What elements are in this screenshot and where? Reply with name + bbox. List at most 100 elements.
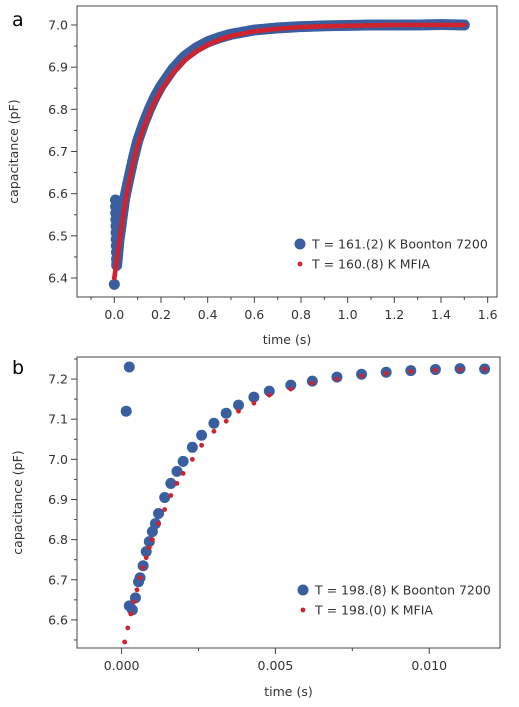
data-point xyxy=(211,428,217,434)
data-point xyxy=(208,417,220,429)
x-tick-label: 1.4 xyxy=(431,307,451,322)
y-axis-label: capacitance (pF) xyxy=(10,450,25,554)
x-tick-label: 0.010 xyxy=(411,658,447,673)
data-point xyxy=(433,367,438,373)
y-tick-label: 7.0 xyxy=(48,452,68,467)
x-tick-label: 0.8 xyxy=(291,307,311,322)
data-point xyxy=(251,400,257,406)
data-point-fill xyxy=(122,204,127,209)
data-point xyxy=(288,386,294,392)
y-tick-label: 6.9 xyxy=(48,492,68,507)
data-point-fill xyxy=(436,22,442,28)
y-axis: 6.4 6.5 6.6 6.7 6.8 6.9 7.0 xyxy=(48,17,77,286)
legend-entry: T = 161.(2) K Boonton 7200 xyxy=(311,237,488,252)
y-axis-label: capacitance (pF) xyxy=(6,99,21,203)
data-point-fill xyxy=(130,163,135,169)
x-tick-label: 1.0 xyxy=(338,307,358,322)
x-axis-label: time (s) xyxy=(263,332,311,347)
data-point-fill xyxy=(249,29,255,35)
data-point xyxy=(457,367,463,372)
x-tick-label: 1.2 xyxy=(384,307,404,322)
data-point-fill xyxy=(366,23,372,28)
legend-entry: T = 160.(8) K MFIA xyxy=(311,257,430,272)
data-point xyxy=(162,507,168,512)
data-point xyxy=(125,625,131,631)
legend-entry: T = 198.(0) K MFIA xyxy=(314,603,433,618)
data-point xyxy=(236,408,241,414)
data-point xyxy=(137,575,143,581)
data-point xyxy=(383,371,389,376)
data-point xyxy=(359,373,364,379)
x-tick-label: 0.0 xyxy=(104,307,124,322)
y-tick-label: 6.7 xyxy=(48,144,68,159)
data-point xyxy=(309,380,315,386)
x-tick-label: 0.000 xyxy=(104,658,140,673)
y-tick-label: 7.1 xyxy=(48,412,68,427)
data-point xyxy=(149,518,161,530)
plot-frame xyxy=(76,356,501,649)
legend-marker xyxy=(297,584,309,596)
legend: T = 161.(2) K Boonton 7200 T = 160.(8) K … xyxy=(294,237,488,272)
data-point xyxy=(120,405,132,417)
y-tick-label: 6.8 xyxy=(48,532,68,547)
data-point xyxy=(189,456,195,462)
series-mfia xyxy=(122,366,488,645)
y-tick-label: 6.8 xyxy=(48,102,68,117)
panel-label: b xyxy=(12,357,24,379)
data-point xyxy=(171,465,183,477)
x-axis: 0.0 0.2 0.4 0.6 0.8 1.0 1.2 1.4 1.6 xyxy=(90,297,498,322)
data-point xyxy=(143,555,149,561)
data-point xyxy=(156,521,161,526)
data-point xyxy=(482,366,488,372)
data-point xyxy=(168,493,174,498)
data-point xyxy=(199,442,204,448)
x-tick-label: 0.2 xyxy=(151,307,171,322)
data-point xyxy=(122,639,128,645)
panel-a: a 0.0 0.2 0.4 0.6 0.8 1.0 1.2 1.4 1.6 6.4 6.5 6.6 6.7… xyxy=(6,5,498,347)
data-point xyxy=(149,537,155,543)
data-point xyxy=(223,418,229,424)
legend-entry: T = 198.(8) K Boonton 7200 xyxy=(314,583,491,598)
y-axis: 6.6 6.7 6.8 6.9 7.0 7.1 7.2 xyxy=(48,358,77,641)
panel-label: a xyxy=(12,9,24,31)
data-point xyxy=(123,361,135,373)
data-point xyxy=(186,441,198,453)
data-point xyxy=(153,508,165,520)
legend: T = 198.(8) K Boonton 7200 T = 198.(0) K … xyxy=(297,583,491,618)
data-point xyxy=(285,379,297,391)
data-point xyxy=(146,545,152,551)
data-point xyxy=(165,477,177,489)
x-tick-label: 0.4 xyxy=(198,307,218,322)
data-point-fill xyxy=(296,24,302,30)
series-mfia xyxy=(111,22,467,281)
data-point xyxy=(159,491,171,503)
y-tick-label: 6.6 xyxy=(48,186,68,201)
y-tick-label: 6.7 xyxy=(48,572,68,587)
x-tick-label: 1.6 xyxy=(478,307,498,322)
y-tick-label: 7.0 xyxy=(48,17,68,32)
legend-marker xyxy=(297,261,303,267)
legend-marker xyxy=(294,238,306,250)
data-point xyxy=(263,385,275,397)
y-tick-label: 6.6 xyxy=(48,612,68,627)
series-boonton xyxy=(120,361,491,616)
y-tick-label: 6.5 xyxy=(48,228,68,243)
legend-marker xyxy=(300,607,306,613)
y-tick-label: 6.4 xyxy=(48,271,68,286)
data-point-fill xyxy=(272,26,278,32)
data-point xyxy=(233,399,245,411)
x-tick-label: 0.6 xyxy=(244,307,264,322)
data-point xyxy=(334,376,340,382)
data-point xyxy=(108,278,120,290)
data-point-fill xyxy=(459,22,465,28)
x-tick-label: 0.005 xyxy=(258,658,294,673)
data-point xyxy=(174,481,180,486)
x-axis-label: time (s) xyxy=(264,684,312,699)
data-point xyxy=(196,429,208,441)
data-point xyxy=(134,587,140,593)
data-point-fill xyxy=(125,184,131,190)
y-tick-label: 7.2 xyxy=(48,372,68,387)
data-point xyxy=(177,455,189,467)
data-point-fill xyxy=(389,22,395,28)
